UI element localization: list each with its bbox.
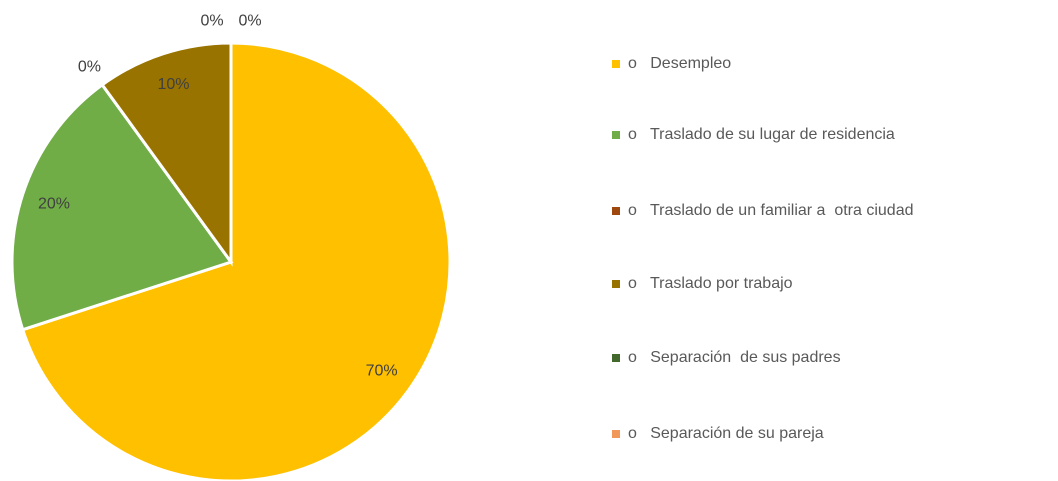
legend-item: o Traslado de un familiar a otra ciudad xyxy=(612,199,1052,223)
legend-swatch xyxy=(612,280,620,288)
legend-item: o Traslado por trabajo xyxy=(612,272,1052,296)
data-label: 0% xyxy=(200,12,223,29)
legend-label: o Separación de su pareja xyxy=(628,425,824,442)
legend-label: o Separación de sus padres xyxy=(628,349,841,366)
legend-label: o Traslado por trabajo xyxy=(628,275,793,292)
legend-label: o Traslado de un familiar a otra ciudad xyxy=(628,202,914,219)
pie-slice xyxy=(10,82,234,332)
legend-label: o Desempleo xyxy=(628,55,732,72)
data-label: 70% xyxy=(366,363,398,380)
pie-area: 70% 20% 0% 10% 0% 0% xyxy=(10,12,452,481)
legend-label: o Traslado de su lugar de residencia xyxy=(628,126,895,143)
legend-swatch xyxy=(612,131,620,139)
legend-swatch xyxy=(612,207,620,215)
pie-slice xyxy=(20,41,452,481)
data-label: 0% xyxy=(238,12,261,29)
pie-slice xyxy=(100,41,233,267)
legend-swatch xyxy=(612,430,620,438)
data-label: 20% xyxy=(38,196,70,213)
legend-swatch xyxy=(612,60,620,68)
data-label: 0% xyxy=(78,58,101,75)
legend-item: o Separación de su pareja xyxy=(612,422,1052,446)
legend-swatch xyxy=(612,354,620,362)
legend-item: o Traslado de su lugar de residencia xyxy=(612,123,1052,147)
legend-item: o Desempleo xyxy=(612,52,1052,76)
data-label: 10% xyxy=(157,76,189,93)
legend-item: o Separación de sus padres xyxy=(612,346,1052,370)
